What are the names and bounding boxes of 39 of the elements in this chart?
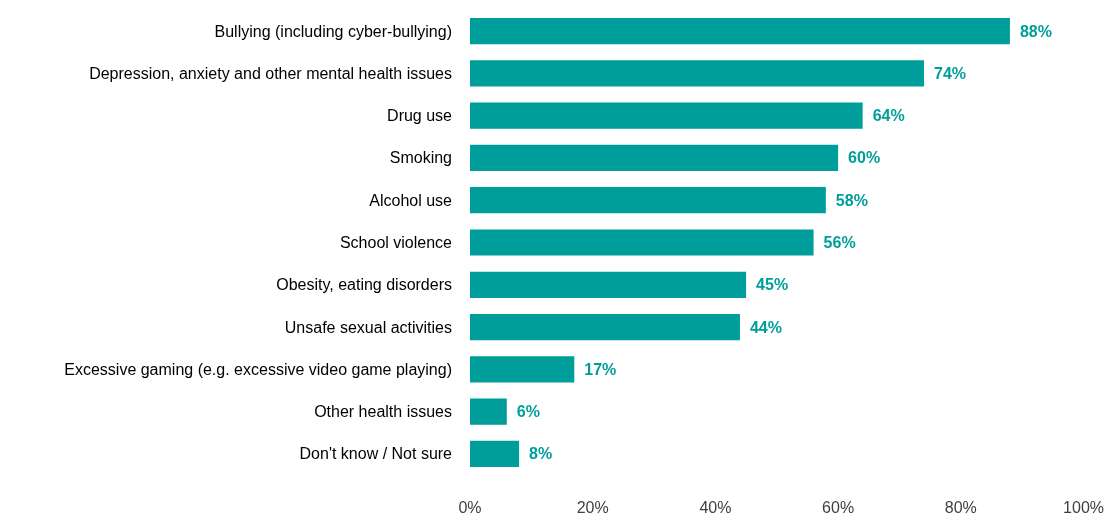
x-tick-label: 60% [822, 498, 855, 516]
bar [470, 18, 1010, 45]
y-tick-label: Smoking [389, 149, 452, 167]
data-label: 8% [529, 445, 553, 463]
bar [470, 271, 747, 298]
data-label: 44% [749, 318, 782, 336]
y-tick-label: Drug use [387, 107, 453, 125]
data-label: 74% [934, 64, 967, 82]
bar [470, 102, 863, 129]
data-label: 56% [823, 234, 856, 251]
bar [470, 356, 575, 383]
x-tick-label: 40% [699, 498, 732, 516]
x-tick-label: 80% [944, 498, 977, 516]
data-label: 45% [756, 276, 789, 294]
data-label: 88% [1019, 22, 1052, 40]
bar [470, 398, 507, 425]
y-tick-label: Alcohol use [369, 191, 453, 209]
y-tick-label: Don't know / Not sure [299, 445, 453, 463]
y-tick-label: Other health issues [314, 403, 452, 421]
data-label: 17% [584, 360, 617, 378]
data-label: 60% [848, 149, 881, 167]
bar [470, 313, 740, 341]
x-tick-label: 0% [458, 498, 482, 516]
y-tick-label: Bullying (including cyber-bullying) [214, 22, 452, 40]
bar [470, 229, 814, 256]
y-tick-label: Excessive gaming (e.g. excessive video game playing) [64, 360, 452, 378]
data-label: 6% [516, 403, 540, 421]
bar [470, 144, 839, 172]
data-label: 64% [872, 107, 905, 125]
y-tick-label: Depression, anxiety and other mental health issues [89, 64, 452, 82]
bar [470, 187, 826, 214]
y-tick-label: School violence [339, 234, 453, 251]
y-tick-label: Unsafe sexual activities [284, 318, 452, 336]
bar [470, 60, 925, 87]
y-tick-label: Obesity, eating disorders [276, 276, 452, 294]
x-tick-label: 100% [1063, 498, 1104, 516]
data-label: 58% [835, 191, 868, 209]
bar [470, 440, 520, 467]
x-tick-label: 20% [576, 498, 609, 516]
